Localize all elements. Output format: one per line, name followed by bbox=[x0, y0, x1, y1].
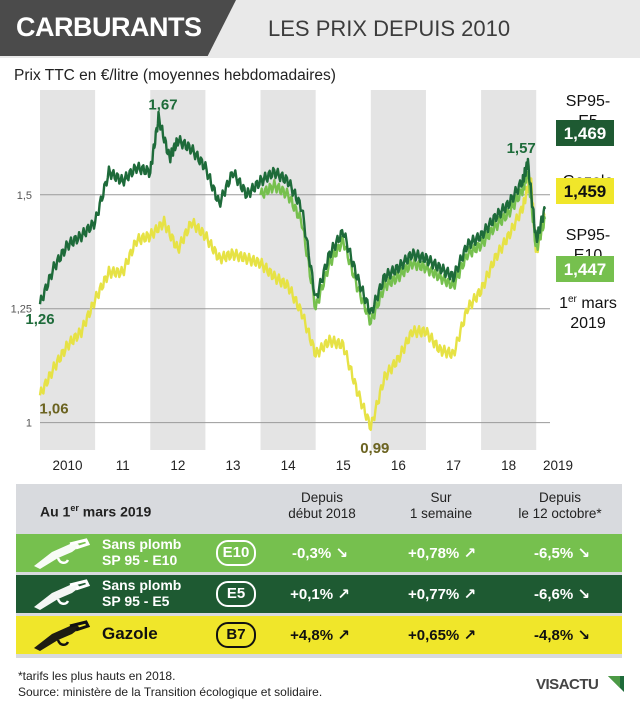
title: CARBURANTS bbox=[16, 12, 202, 42]
legend-end-value: 1,469 bbox=[564, 124, 607, 143]
fuel-name-line1: Sans plomb bbox=[102, 577, 182, 593]
price-change-table: Au 1er mars 2019 Depuis début 2018 Sur 1 s… bbox=[16, 484, 622, 658]
end-date-year: 2019 bbox=[570, 315, 606, 332]
x-tick-label: 18 bbox=[501, 458, 516, 473]
x-tick-label: 2010 bbox=[53, 458, 83, 473]
x-tick-label: 2019 bbox=[543, 458, 573, 473]
subtitle: LES PRIX DEPUIS 2010 bbox=[268, 16, 511, 41]
fuel-name: Sans plomb SP 95 - E5 bbox=[102, 577, 181, 609]
x-tick-label: 14 bbox=[281, 458, 297, 473]
end-date-label: 1er mars bbox=[559, 294, 617, 312]
change-one-week: +0,65% ↗ bbox=[407, 627, 477, 644]
change-since-october: -6,5% ↘ bbox=[534, 545, 590, 562]
change-since-october: -4,8% ↘ bbox=[534, 627, 590, 644]
data-label: 1,06 bbox=[39, 400, 68, 417]
change-since-october: -6,6% ↘ bbox=[534, 586, 590, 603]
series-line-sp95-e10 bbox=[259, 170, 547, 326]
x-tick-label: 11 bbox=[116, 458, 130, 473]
x-tick-label: 13 bbox=[225, 458, 240, 473]
fuel-nozzle-icon bbox=[34, 620, 91, 651]
series-line-sp95-e5 bbox=[38, 110, 547, 315]
legend-series-name: SP95- bbox=[566, 93, 610, 110]
table-row: Sans plomb SP 95 - E10 E10 -0,3% ↘ +0,78… bbox=[16, 534, 622, 572]
data-label: 0,99 bbox=[360, 440, 389, 457]
shaded-year-band bbox=[150, 90, 206, 450]
header: LES PRIX DEPUIS 2010 CARBURANTS bbox=[0, 0, 640, 60]
change-one-week: +0,77% ↗ bbox=[407, 586, 477, 603]
col-header-one-week: Sur 1 semaine bbox=[409, 490, 473, 521]
fuel-price-chart: Prix TTC en €/litre (moyennes hebdomadai… bbox=[11, 67, 617, 473]
table-row: Sans plomb SP 95 - E5 E5 +0,1% ↗ +0,77% … bbox=[16, 575, 622, 613]
y-tick-label: 1,25 bbox=[11, 304, 32, 316]
data-label: 1,57 bbox=[507, 140, 536, 157]
fuel-nozzle-icon bbox=[34, 538, 91, 569]
change-since-2018: +0,1% ↗ bbox=[290, 586, 350, 603]
y-tick-label: 1,5 bbox=[17, 190, 32, 202]
legend-end-value: 1,459 bbox=[564, 182, 607, 201]
legend-value-box bbox=[556, 120, 614, 146]
fuel-code-badge: E10 bbox=[216, 540, 256, 566]
y-axis-label: Prix TTC en €/litre (moyennes hebdomadai… bbox=[14, 67, 336, 84]
table-header: Au 1er mars 2019 Depuis début 2018 Sur 1 s… bbox=[16, 484, 622, 532]
y-tick-label: 1 bbox=[26, 418, 32, 430]
table-row: Gazole B7 +4,8% ↗ +0,65% ↗ -4,8% ↘ bbox=[16, 616, 622, 654]
x-tick-label: 12 bbox=[170, 458, 185, 473]
footer: *tarifs les plus hauts en 2018. Source: … bbox=[18, 668, 322, 700]
change-since-2018: -0,3% ↘ bbox=[292, 545, 348, 562]
legend-end-value: 1,447 bbox=[564, 260, 607, 279]
series-line-gazole bbox=[38, 176, 546, 431]
fuel-name: Gazole bbox=[102, 624, 158, 643]
footnote: *tarifs les plus hauts en 2018. bbox=[18, 669, 176, 683]
fuel-name-line2: SP 95 - E10 bbox=[102, 552, 178, 568]
x-tick-label: 17 bbox=[446, 458, 461, 473]
legend-value-box bbox=[556, 256, 614, 282]
fuel-name-line2: SP 95 - E5 bbox=[102, 593, 170, 609]
fuel-code-badge: B7 bbox=[216, 622, 256, 648]
fuel-name: Sans plomb SP 95 - E10 bbox=[102, 536, 181, 568]
table-date-label: Au 1er mars 2019 bbox=[40, 503, 152, 520]
fuel-name-line1: Gazole bbox=[102, 624, 158, 643]
source-line: Source: ministère de la Transition écolo… bbox=[18, 685, 323, 699]
col-header-since-2018: Depuis début 2018 bbox=[288, 490, 356, 521]
x-tick-label: 16 bbox=[391, 458, 406, 473]
change-one-week: +0,78% ↗ bbox=[407, 545, 477, 562]
fuel-nozzle-icon bbox=[34, 579, 91, 610]
data-label: 1,67 bbox=[148, 96, 177, 113]
visactu-logo: VISACTU bbox=[536, 676, 626, 704]
fuel-name-line1: Sans plomb bbox=[102, 536, 182, 552]
title-band: CARBURANTS bbox=[0, 0, 236, 56]
legend-series-name: SP95- bbox=[566, 227, 610, 244]
x-tick-label: 15 bbox=[336, 458, 351, 473]
change-since-2018: +4,8% ↗ bbox=[290, 627, 350, 644]
col-header-since-october: Depuis le 12 octobre* bbox=[518, 490, 602, 521]
legend-value-box bbox=[556, 178, 614, 204]
data-label: 1,26 bbox=[25, 311, 54, 328]
fuel-code-badge: E5 bbox=[216, 581, 256, 607]
logo-mark-icon bbox=[608, 676, 624, 692]
shaded-year-band bbox=[40, 90, 96, 450]
